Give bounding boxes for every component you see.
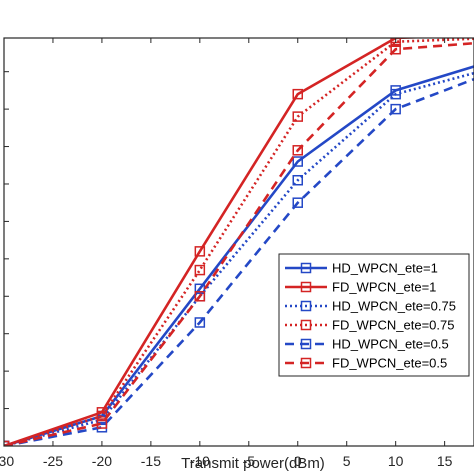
data-point [292,111,303,122]
x-tick-label: -5 [243,453,256,469]
legend-entry: HD_WPCN_ete=0.5 [285,337,449,352]
legend-entry: FD_WPCN_ete=0.5 [285,356,447,371]
legend: HD_WPCN_ete=1 FD_WPCN_ete=1 HD_WPCN_ete=0.… [278,253,470,377]
legend-label: HD_WPCN_ete=1 [332,261,438,276]
data-point [292,156,303,167]
series-line [4,77,474,446]
legend-label: HD_WPCN_ete=0.5 [332,337,449,352]
legend-label: FD_WPCN_ete=0.75 [332,318,454,333]
legend-marker [300,281,312,293]
data-point [390,103,401,115]
x-tick-label: -10 [190,453,210,469]
data-point [390,88,401,100]
plot-marks [4,38,474,446]
legend-label: HD_WPCN_ete=0.75 [332,299,456,314]
data-point [194,264,206,276]
x-tick-label: 10 [388,453,404,469]
legend-marker [300,357,312,369]
legend-marker [300,262,312,274]
x-tick-label: 15 [437,453,453,469]
x-tick-label: 0 [294,453,302,469]
legend-entry: FD_WPCN_ete=0.75 [285,318,454,333]
legend-box [278,253,470,377]
series-6 [4,41,474,446]
data-point [194,246,206,257]
x-tick-label: -20 [92,453,112,469]
data-point [96,418,108,429]
series-line [4,41,474,446]
legend-marker [300,319,312,331]
series-line [4,38,474,446]
data-point [292,145,303,156]
legend-label: FD_WPCN_ete=1 [332,280,436,295]
data-point [292,174,303,186]
data-point [292,88,303,100]
legend-marker [300,338,312,350]
data-point [292,197,303,208]
legend-marker [300,300,312,312]
data-point [390,38,401,47]
legend-entry: HD_WPCN_ete=1 [285,261,438,276]
axes: -30 -25 -20 -15 -10 -5 0 5 10 15 [0,37,474,469]
legend-entry: HD_WPCN_ete=0.75 [285,299,456,314]
x-tick-label: -30 [0,453,14,469]
data-point [194,283,206,295]
legend-label: FD_WPCN_ete=0.5 [332,356,447,371]
x-tick-label: 5 [343,453,351,469]
x-tick-label: -15 [141,453,161,469]
data-point [390,43,401,55]
x-axis-label: Transmit power(dBm) [181,455,325,472]
x-tick-label: -25 [43,453,63,469]
data-point [194,317,206,328]
legend-entry: FD_WPCN_ete=1 [285,280,436,295]
plot-frame [3,37,474,447]
series-line [4,65,474,446]
data-point [194,291,206,302]
series-line [4,38,431,446]
